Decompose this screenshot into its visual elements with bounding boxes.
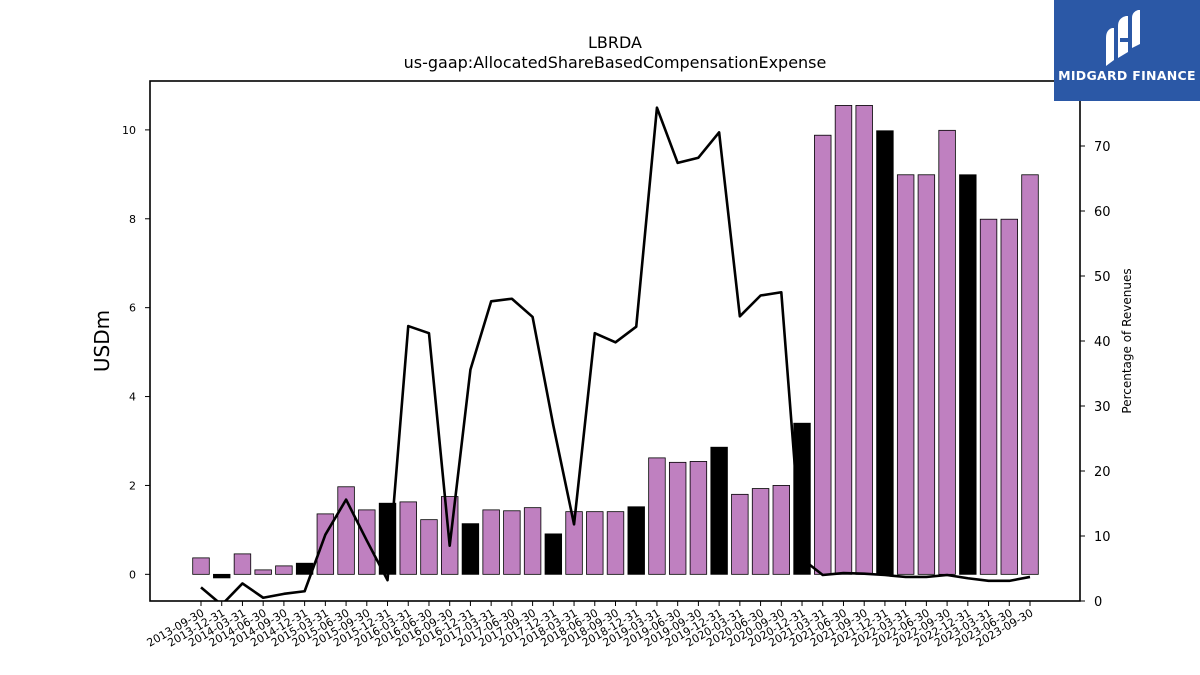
y-tick-label: 4 [129,391,136,404]
logo-text: MIDGARD FINANCE [1058,68,1196,83]
y2-tick-label: 50 [1094,270,1111,285]
bar-2019-09-30 [689,461,708,575]
bar-2022-06-30 [917,174,936,575]
bar-2020-03-31 [731,493,749,575]
bar-2013-09-30 [192,557,210,575]
midgard-finance-logo: MIDGARD FINANCE [1054,0,1200,101]
bar-2023-03-31 [979,218,998,575]
bar-2016-06-30 [420,519,438,575]
bar-2020-09-30 [772,485,790,575]
bar-2020-06-30 [751,488,770,575]
y-tick-label: 2 [129,479,136,492]
bar-2019-12-31 [710,446,728,575]
y-tick-label: 0 [129,568,136,581]
y2-axis-label: Percentage of Revenues [1120,268,1134,413]
y2-tick-label: 70 [1094,140,1111,155]
bar-2018-09-30 [606,511,625,575]
y2-tick-label: 40 [1094,335,1111,350]
bar-2023-06-30 [1000,218,1018,575]
bar-2018-06-30 [586,511,604,575]
bar-2022-12-31 [959,174,977,575]
y-axis-label: USDm [90,310,114,372]
bar-2017-12-31 [544,533,563,575]
bar-2018-03-31 [565,511,583,575]
chart-title: LBRDA [588,33,642,52]
y-tick-label: 10 [122,124,136,137]
bar-2017-03-31 [482,509,500,575]
bar-2014-03-31 [233,553,252,575]
midgard-logo-icon [1106,10,1140,66]
chart-subtitle: us-gaap:AllocatedShareBasedCompensationE… [403,53,827,72]
bar-2017-06-30 [503,510,521,575]
y-tick-label: 6 [129,302,136,315]
bottom-mask [0,601,1200,675]
bar-2014-09-30 [275,565,293,575]
bar-2018-12-31 [627,506,645,575]
bar-2021-06-30 [834,105,853,575]
bar-2022-09-30 [938,129,956,575]
y2-tick-label: 10 [1094,530,1111,545]
bar-2014-06-30 [254,569,272,575]
percentage-line [200,106,1031,607]
bar-2019-06-30 [668,461,687,575]
y-tick-label: 8 [129,213,136,226]
bar-2022-03-31 [896,174,915,575]
bar-2017-09-30 [523,507,542,575]
bar-2021-09-30 [855,105,873,575]
bar-2021-12-31 [876,130,894,575]
y2-tick-label: 60 [1094,205,1111,220]
bar-2019-03-31 [648,457,666,575]
bar-2016-03-31 [399,501,417,575]
bar-2016-12-31 [461,523,480,575]
y2-tick-label: 0 [1094,595,1102,610]
bar-2020-12-31 [793,422,811,575]
y2-tick-label: 30 [1094,400,1111,415]
bar-2023-09-30 [1021,174,1039,575]
bar-2013-12-31 [213,573,231,579]
bar-2021-03-31 [814,134,832,575]
y2-tick-label: 20 [1094,465,1111,480]
